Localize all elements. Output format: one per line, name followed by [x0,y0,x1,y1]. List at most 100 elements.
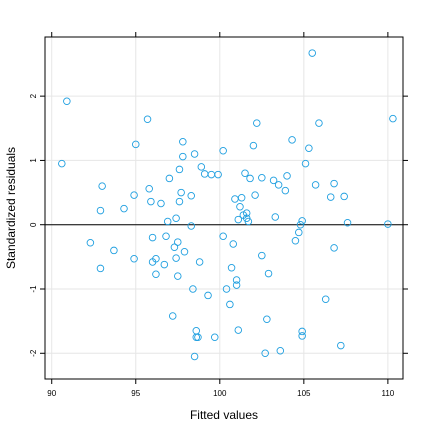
data-point [389,114,397,123]
data-point [175,165,184,174]
data-point [197,163,206,171]
data-point [288,136,296,144]
data-point [384,220,392,228]
data-point [172,254,180,262]
data-points [58,49,397,361]
data-point [143,115,152,124]
data-point [244,217,253,226]
data-point [180,247,189,256]
data-point [174,272,182,280]
data-point [296,220,305,229]
data-point [281,186,290,195]
y-ticks: -2 -1 0 1 2 [29,93,408,357]
data-point [160,260,169,269]
data-point [234,326,243,334]
data-point [86,238,95,247]
data-point [298,332,306,340]
data-point [195,258,204,266]
data-point [200,170,209,178]
data-point [298,327,306,336]
data-point [96,264,105,273]
data-point [157,199,165,208]
data-point [190,150,199,158]
data-point [172,214,180,223]
y-tick-label: 0 [29,222,38,227]
data-point [311,181,320,189]
data-point [251,191,259,199]
data-point [211,333,219,341]
data-point [283,172,291,180]
data-point [204,291,212,300]
data-point [330,179,338,188]
data-point [152,270,160,278]
x-tick-label: 90 [47,389,56,398]
data-point [189,285,197,293]
x-tick-label: 100 [213,389,227,398]
data-point [130,255,138,263]
data-point [305,144,313,152]
data-point [258,174,266,182]
data-point [110,246,118,255]
data-point [343,219,352,227]
data-point [295,228,303,237]
data-point [249,141,258,150]
data-point [58,159,66,168]
data-point [232,276,241,284]
data-point [214,170,222,179]
data-point [326,193,335,201]
data-point [263,315,271,323]
data-point [226,300,234,309]
data-point [258,251,266,260]
data-point [301,159,310,168]
data-point [175,197,184,206]
data-point [177,188,185,197]
data-point [152,255,160,263]
data-point [190,352,199,361]
data-point [130,191,138,199]
data-point [340,192,348,201]
data-point [168,312,177,320]
data-point [192,327,201,335]
data-point [170,243,179,251]
x-tick-label: 95 [131,389,140,398]
data-point [148,233,157,242]
data-point [253,119,261,127]
data-point [264,269,273,278]
data-point [234,215,243,224]
data-point [261,349,269,358]
y-tick-label: 1 [29,158,38,163]
data-point [242,209,251,217]
data-point [63,97,71,106]
data-point [291,237,300,245]
y-tick-label: -2 [29,349,38,357]
y-tick-label: -1 [29,285,38,293]
data-point [246,174,254,183]
data-point [145,184,153,193]
grid-lines [45,37,403,379]
data-point [269,176,278,185]
data-point [165,174,174,183]
y-tick-label: 2 [29,93,38,98]
data-point [274,181,283,189]
data-point [315,119,323,127]
x-tick-label: 105 [297,389,311,398]
data-point [321,295,330,304]
data-point [241,169,249,178]
data-point [98,182,106,190]
data-point [227,264,236,272]
x-tick-label: 110 [381,389,394,398]
data-point [162,232,170,241]
data-point [163,217,172,226]
data-point [229,240,237,248]
data-point [232,281,241,289]
data-point [308,49,316,57]
data-point [147,197,155,206]
data-point [132,140,140,149]
data-point [236,202,244,211]
data-point [174,238,182,246]
x-ticks: 90 95 100 105 110 [47,32,395,398]
data-point [207,170,216,179]
data-point [187,192,195,200]
data-point [219,147,227,155]
